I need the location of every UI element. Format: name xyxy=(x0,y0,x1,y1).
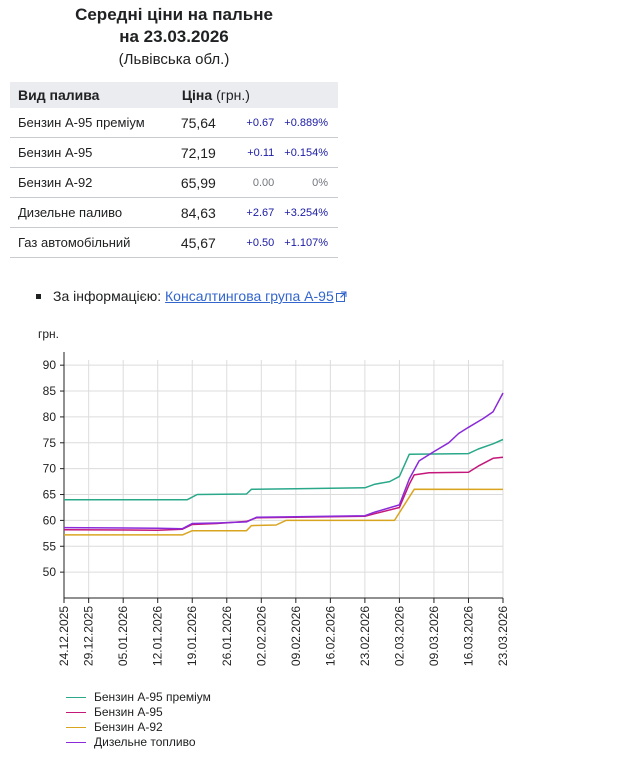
table-row: Бензин А-95 преміум 75,64 +0.67 +0.889% xyxy=(10,108,338,138)
y-tick-label: 55 xyxy=(43,539,57,553)
legend-swatch xyxy=(66,697,86,698)
series-line-1 xyxy=(63,456,504,531)
table-row: Бензин А-95 72,19 +0.11 +0.154% xyxy=(10,137,338,168)
source-link[interactable]: Консалтингова група А-95 xyxy=(165,288,334,304)
x-tick-label: 29.12.2025 xyxy=(82,606,96,666)
fuel-name: Бензин А-95 преміум xyxy=(10,108,174,138)
x-tick-label: 02.03.2026 xyxy=(392,606,406,666)
x-tick-label: 23.03.2026 xyxy=(496,606,510,666)
price-change-abs: +2.67 xyxy=(234,197,285,228)
legend-label: Бензин А-92 xyxy=(94,720,163,734)
price-history-chart: 50 55 60 65 70 75 80 85 90 грн. 24.12.2025 29.12.20… xyxy=(38,327,510,666)
legend-swatch xyxy=(66,727,86,728)
legend-swatch xyxy=(66,742,86,743)
y-tick-label: 90 xyxy=(43,358,57,372)
price-change-abs: +0.11 xyxy=(234,137,285,168)
legend-label: Бензин А-95 xyxy=(94,705,163,719)
series-line-3 xyxy=(63,392,504,530)
source-note: За інформацією: Консалтингова група А-95 xyxy=(36,288,347,305)
y-tick-label: 80 xyxy=(43,410,57,424)
series-line-2 xyxy=(64,488,504,536)
fuel-price: 65,99 xyxy=(173,167,235,198)
legend-item: Дизельне топливо xyxy=(66,735,211,750)
x-tick-label: 26.01.2026 xyxy=(220,606,234,666)
chart-legend: Бензин А-95 преміум Бензин А-95 Бензин А-9… xyxy=(66,690,211,750)
table-row: Дизельне паливо 84,63 +2.67 +3.254% xyxy=(10,197,338,228)
source-prefix: За інформацією: xyxy=(53,288,162,304)
y-axis-label: грн. xyxy=(38,327,59,341)
page-date: на 23.03.2026 xyxy=(119,27,229,46)
col-fuel-header: Вид палива xyxy=(10,82,174,108)
fuel-price: 75,64 xyxy=(173,108,235,138)
fuel-price: 45,67 xyxy=(173,227,235,258)
bullet-icon xyxy=(36,293,41,299)
x-tick-label: 16.03.2026 xyxy=(461,606,475,666)
fuel-prices-table: Вид палива Ціна (грн.) Бензин А-95 премі… xyxy=(10,82,338,258)
y-tick-label: 85 xyxy=(43,384,57,398)
y-tick-label: 65 xyxy=(43,488,57,502)
legend-item: Бензин А-95 преміум xyxy=(66,690,211,705)
fuel-price: 72,19 xyxy=(173,137,235,168)
table-header-row: Вид палива Ціна (грн.) xyxy=(10,82,338,108)
legend-label: Дизельне топливо xyxy=(94,735,196,749)
chart-grid xyxy=(63,360,504,598)
x-tick-label: 19.01.2026 xyxy=(185,606,199,666)
price-change-abs: 0.00 xyxy=(234,167,285,198)
table-row: Газ автомобільний 45,67 +0.50 +1.107% xyxy=(10,227,338,258)
fuel-name: Бензин А-95 xyxy=(10,137,174,168)
y-tick-label: 70 xyxy=(43,462,57,476)
col-price-header: Ціна (грн.) xyxy=(173,82,338,108)
price-change-abs: +0.67 xyxy=(234,108,285,138)
price-change-abs: +0.50 xyxy=(234,227,285,258)
price-change-rel: +1.107% xyxy=(284,227,338,258)
fuel-name: Газ автомобільний xyxy=(10,227,174,258)
legend-label: Бензин А-95 преміум xyxy=(94,690,211,704)
x-tick-label: 16.02.2026 xyxy=(323,606,337,666)
x-tick-label: 23.02.2026 xyxy=(358,606,372,666)
legend-swatch xyxy=(66,712,86,713)
chart-lines xyxy=(63,392,504,536)
price-change-rel: +0.889% xyxy=(284,108,338,138)
y-tick-label: 75 xyxy=(43,436,57,450)
col-price-unit: (грн.) xyxy=(216,87,250,103)
y-tick-label: 60 xyxy=(43,513,57,527)
x-tick-label: 24.12.2025 xyxy=(57,606,71,666)
legend-item: Бензин А-95 xyxy=(66,705,211,720)
x-tick-label: 12.01.2026 xyxy=(151,606,165,666)
legend-item: Бензин А-92 xyxy=(66,720,211,735)
col-price-label: Ціна xyxy=(181,87,213,103)
chart-axes: 50 55 60 65 70 75 80 85 90 грн. 24.12.2025 29.12.20… xyxy=(38,327,510,666)
table-row: Бензин А-92 65,99 0.00 0% xyxy=(10,167,338,198)
page-title: Середні ціни на пальне xyxy=(75,5,273,24)
fuel-name: Бензин А-92 xyxy=(10,167,174,198)
fuel-name: Дизельне паливо xyxy=(10,197,174,228)
x-tick-label: 09.03.2026 xyxy=(427,606,441,666)
x-tick-label: 05.01.2026 xyxy=(116,606,130,666)
series-line-0 xyxy=(64,438,504,501)
y-tick-label: 50 xyxy=(43,565,57,579)
fuel-price: 84,63 xyxy=(173,197,235,228)
external-link-icon xyxy=(335,289,347,305)
price-change-rel: +0.154% xyxy=(284,137,338,168)
x-tick-label: 02.02.2026 xyxy=(254,606,268,666)
price-change-rel: 0% xyxy=(284,167,338,198)
x-tick-label: 09.02.2026 xyxy=(289,606,303,666)
page-region: (Львівська обл.) xyxy=(118,51,230,68)
price-change-rel: +3.254% xyxy=(284,197,338,228)
page-header: Середні ціни на пальне на 23.03.2026 (Ль… xyxy=(10,4,338,71)
